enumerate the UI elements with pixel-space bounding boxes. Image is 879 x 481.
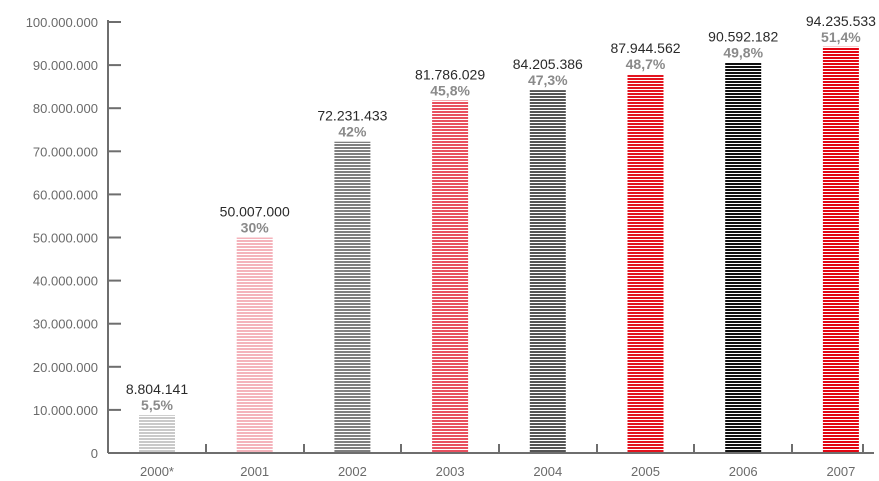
y-tick-label: 40.000.000 xyxy=(33,274,98,289)
y-tick-label: 90.000.000 xyxy=(33,58,98,73)
value-label: 87.944.562 xyxy=(610,40,680,56)
y-tick-label: 0 xyxy=(91,446,98,461)
percent-label: 30% xyxy=(241,220,270,236)
y-tick-label: 50.000.000 xyxy=(33,231,98,246)
y-tick-label: 30.000.000 xyxy=(33,317,98,332)
x-tick-label: 2005 xyxy=(631,464,660,479)
y-tick-label: 10.000.000 xyxy=(33,403,98,418)
bar-2004 xyxy=(529,90,566,453)
bar-2001 xyxy=(236,237,273,453)
bar-2006 xyxy=(725,62,762,453)
value-label: 94.235.533 xyxy=(806,13,876,29)
percent-label: 5,5% xyxy=(141,397,173,413)
percent-label: 47,3% xyxy=(528,72,568,88)
x-tick-label: 2001 xyxy=(240,464,269,479)
bar-2003 xyxy=(432,100,469,453)
bars-layer xyxy=(139,46,859,454)
x-tick-label: 2002 xyxy=(338,464,367,479)
percent-label: 51,4% xyxy=(821,29,861,45)
percent-label: 48,7% xyxy=(626,56,666,72)
labels-layer: 0 10.000.000 20.000.000 30.000.000 40.000.00… xyxy=(26,13,876,479)
axes-layer xyxy=(107,20,874,454)
bar-2002 xyxy=(334,141,371,453)
y-tick-label: 80.000.000 xyxy=(33,101,98,116)
y-tick-label: 100.000.000 xyxy=(26,15,98,30)
value-label: 90.592.182 xyxy=(708,29,778,45)
bar-2000* xyxy=(139,415,175,453)
percent-label: 45,8% xyxy=(430,83,470,99)
y-tick-label: 70.000.000 xyxy=(33,144,98,159)
x-tick-label: 2000* xyxy=(140,464,174,479)
value-label: 84.205.386 xyxy=(513,56,583,72)
value-label: 50.007.000 xyxy=(220,204,290,220)
value-label: 81.786.029 xyxy=(415,67,485,83)
percent-label: 49,8% xyxy=(723,45,763,61)
x-tick-label: 2003 xyxy=(436,464,465,479)
percent-label: 42% xyxy=(338,124,367,140)
y-tick-label: 20.000.000 xyxy=(33,360,98,375)
x-tick-label: 2006 xyxy=(729,464,758,479)
bar-2005 xyxy=(627,74,664,453)
bar-2007 xyxy=(822,46,859,454)
y-tick-label: 60.000.000 xyxy=(33,187,98,202)
x-tick-label: 2004 xyxy=(533,464,562,479)
x-tick-label: 2007 xyxy=(826,464,855,479)
value-label: 8.804.141 xyxy=(126,381,188,397)
value-label: 72.231.433 xyxy=(317,108,387,124)
